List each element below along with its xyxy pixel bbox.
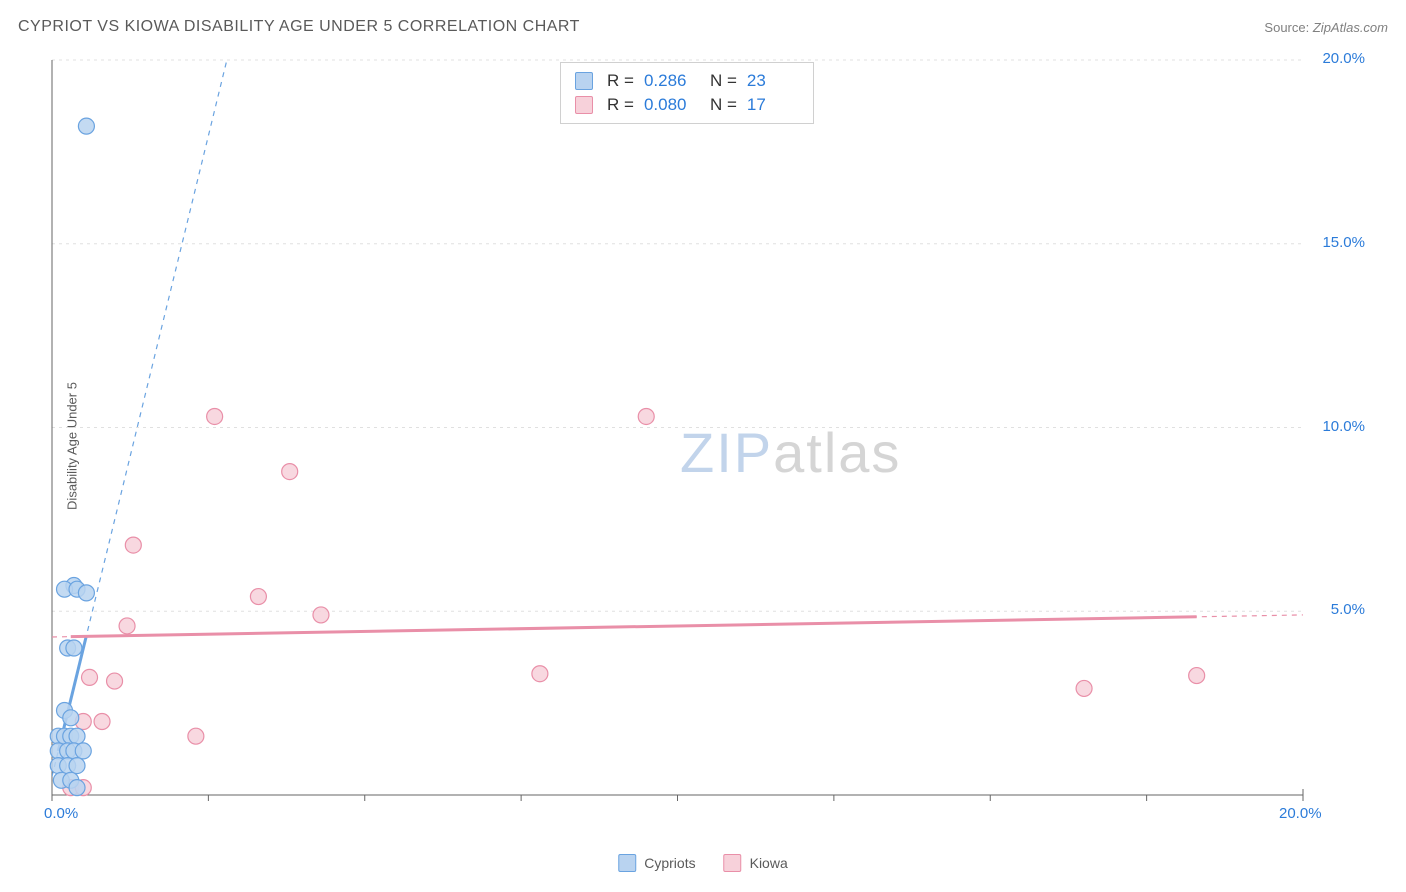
- swatch-cypriots: [618, 854, 636, 872]
- correlation-chart: [48, 55, 1358, 825]
- series-legend: Cypriots Kiowa: [618, 854, 788, 872]
- axis-tick-label: 15.0%: [1305, 234, 1365, 251]
- r-value-cypriots: 0.286: [644, 71, 696, 91]
- source-label: Source:: [1264, 20, 1309, 35]
- swatch-cypriots: [575, 72, 593, 90]
- r-label: R =: [607, 71, 634, 91]
- n-label: N =: [710, 95, 737, 115]
- axis-tick-label: 20.0%: [1279, 805, 1322, 822]
- source-attribution: Source: ZipAtlas.com: [1264, 20, 1388, 35]
- stats-row-cypriots: R = 0.286 N = 23: [575, 69, 799, 93]
- r-label: R =: [607, 95, 634, 115]
- n-value-kiowa: 17: [747, 95, 799, 115]
- stats-row-kiowa: R = 0.080 N = 17: [575, 93, 799, 117]
- axis-tick-label: 10.0%: [1305, 418, 1365, 435]
- n-value-cypriots: 23: [747, 71, 799, 91]
- legend-item-cypriots: Cypriots: [618, 854, 695, 872]
- page-title: CYPRIOT VS KIOWA DISABILITY AGE UNDER 5 …: [18, 18, 580, 36]
- source-value: ZipAtlas.com: [1313, 20, 1388, 35]
- r-value-kiowa: 0.080: [644, 95, 696, 115]
- swatch-kiowa: [724, 854, 742, 872]
- legend-label-kiowa: Kiowa: [750, 855, 788, 871]
- axis-tick-label: 20.0%: [1305, 50, 1365, 67]
- legend-item-kiowa: Kiowa: [724, 854, 788, 872]
- stats-legend: R = 0.286 N = 23 R = 0.080 N = 17: [560, 62, 814, 124]
- n-label: N =: [710, 71, 737, 91]
- legend-label-cypriots: Cypriots: [644, 855, 695, 871]
- axis-tick-label: 5.0%: [1305, 601, 1365, 618]
- axis-tick-label: 0.0%: [44, 805, 78, 822]
- swatch-kiowa: [575, 96, 593, 114]
